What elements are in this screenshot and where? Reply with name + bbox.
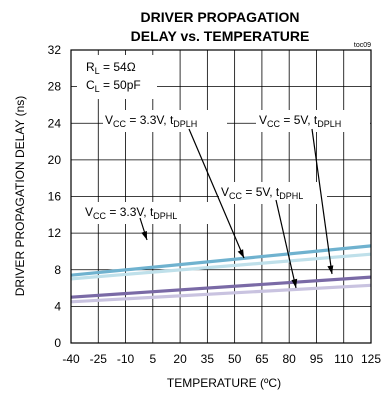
x-tick-label: 125	[361, 352, 381, 366]
series-line-2	[70, 275, 372, 299]
y-tick-label: 32	[48, 43, 62, 57]
leader-lines	[139, 128, 333, 289]
series-line-1	[70, 252, 372, 281]
figure-ref-tag: toc09	[354, 42, 371, 49]
annotation-3v3-tdplh: VCC = 3.3V, tDPLH	[105, 113, 197, 129]
x-tick-label: -25	[90, 352, 108, 366]
y-tick-label: 28	[48, 80, 62, 94]
conditions-box	[77, 55, 157, 99]
chart-title-line2: DELAY vs. TEMPERATURE	[131, 28, 310, 44]
arrowhead	[291, 278, 298, 288]
y-tick-label: 8	[54, 263, 61, 277]
y-tick-label: 20	[48, 153, 62, 167]
x-tick-label: 65	[255, 352, 269, 366]
arrowhead	[237, 249, 244, 258]
x-tick-label: -40	[62, 352, 80, 366]
y-tick-label: 4	[54, 299, 61, 313]
x-tick-label: 110	[334, 352, 353, 366]
chart-title-line1: DRIVER PROPAGATION	[141, 9, 300, 25]
annotation-bg	[256, 110, 370, 132]
condition-rl: RL = 54Ω	[86, 60, 136, 76]
annotation-5v-tdplh: VCC = 5V, tDPLH	[259, 113, 341, 129]
annotation-3v3-tdphl: VCC = 3.3V, tDPHL	[85, 205, 177, 221]
annotation-5v-tdphl: VCC = 5V, tDPHL	[221, 185, 303, 201]
x-tick-label: 5	[149, 352, 156, 366]
condition-cl: CL = 50pF	[86, 78, 141, 94]
leader-line	[275, 199, 297, 289]
leader-line	[188, 128, 245, 259]
y-tick-labels: 0 4 8 12 16 20 24 28 32	[48, 43, 62, 350]
leader-line	[311, 128, 333, 275]
series-group	[70, 244, 372, 304]
x-tick-label: 95	[310, 352, 324, 366]
y-tick-label: 24	[48, 116, 62, 130]
series-line-3	[70, 283, 372, 304]
y-tick-label: 16	[48, 190, 62, 204]
annotation-bg	[83, 202, 209, 224]
arrowhead	[327, 265, 334, 274]
y-axis-label: DRIVER PROPAGATION DELAY (ns)	[13, 96, 27, 296]
x-tick-labels: -40 -25 -10 5 20 35 50 65 80 95 110 125	[62, 352, 381, 366]
plot-frame	[70, 49, 372, 344]
annotation-bg	[103, 110, 227, 132]
x-tick-label: -10	[117, 352, 135, 366]
y-tick-label: 12	[48, 226, 62, 240]
leader-arrowheads	[141, 231, 334, 288]
arrowhead	[141, 231, 147, 240]
x-tick-label: 20	[173, 352, 187, 366]
series-line-0	[70, 244, 372, 277]
x-axis-label: TEMPERATURE (ºC)	[167, 376, 281, 390]
annotation-bg	[219, 182, 327, 204]
x-tick-label: 35	[201, 352, 215, 366]
x-tick-label: 50	[228, 352, 242, 366]
y-tick-label: 0	[54, 336, 61, 350]
x-tick-label: 80	[283, 352, 297, 366]
